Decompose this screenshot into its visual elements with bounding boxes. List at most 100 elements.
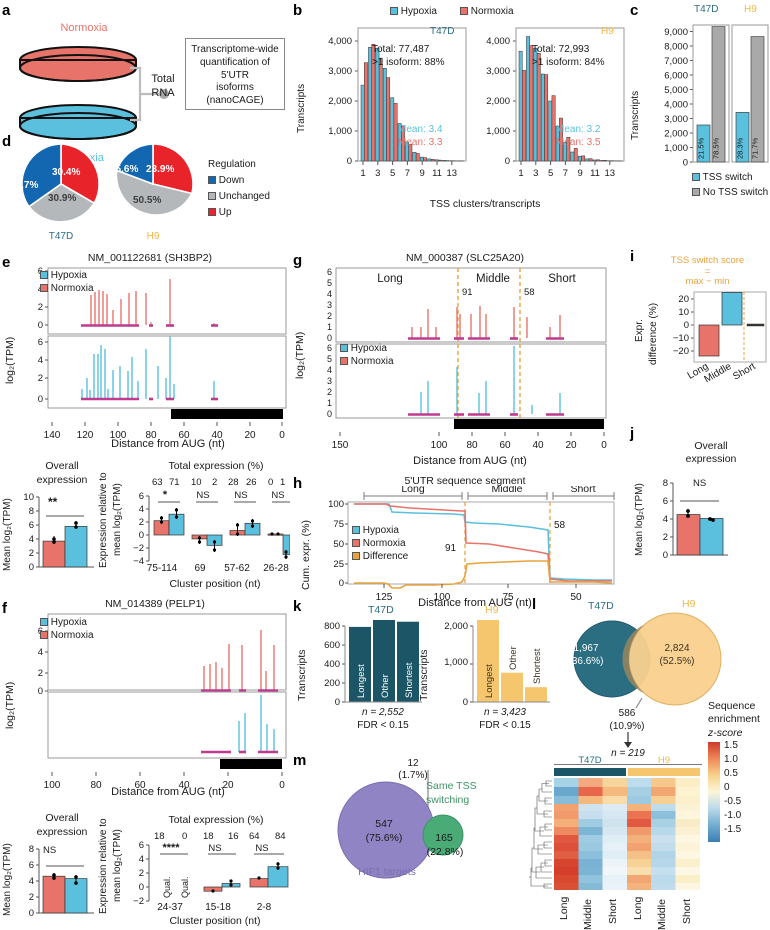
svg-text:−2: −2 <box>133 896 144 907</box>
svg-text:25: 25 <box>333 559 344 570</box>
panel-e-ylabel: log₂(TPM) <box>4 300 16 420</box>
svg-text:7,000: 7,000 <box>664 56 688 67</box>
down-swatch-icon <box>208 176 216 184</box>
svg-text:3: 3 <box>327 300 332 310</box>
svg-text:Longest: Longest <box>484 664 495 698</box>
panel-f-overall-sig: NS <box>43 845 56 856</box>
svg-text:4: 4 <box>663 514 668 525</box>
panel-b-left-isoform: >1 isoform: 88% <box>372 57 445 68</box>
unchanged-swatch-icon <box>208 192 216 200</box>
svg-text:4,000: 4,000 <box>664 100 688 111</box>
svg-text:2: 2 <box>327 311 332 321</box>
panel-c-legend-noswitch-label: No TSS switch <box>703 187 768 198</box>
panel-f-pct-n-2: 64 <box>249 831 260 842</box>
svg-text:1: 1 <box>327 322 332 332</box>
panel-i-title-1: TSS switch score <box>645 255 770 266</box>
panel-f-pct-n-1: 18 <box>203 831 214 842</box>
panel-f-sig-0: **** <box>158 842 184 854</box>
svg-text:2: 2 <box>139 868 144 879</box>
panel-b-left-cellline: T47D <box>430 26 454 37</box>
panel-a-normoxia-label: Normoxia <box>24 22 144 34</box>
panel-b-left-total: Total: 77,487 <box>372 44 429 55</box>
panel-g-legend-hypoxia-label: Hypoxia <box>351 343 387 354</box>
panel-k-label: k <box>293 598 301 615</box>
svg-text:7: 7 <box>563 168 568 179</box>
svg-text:71.7%: 71.7% <box>751 137 760 159</box>
svg-text:0: 0 <box>339 578 344 589</box>
svg-text:1,000: 1,000 <box>328 126 352 137</box>
svg-text:2,000: 2,000 <box>664 129 688 140</box>
panel-f-rel-ylabel-1: Expression relative to <box>98 812 109 920</box>
panel-l-venn-t47d-title: T47D <box>588 600 614 612</box>
panel-f-ylabel: log₂(TPM) <box>4 645 16 765</box>
pie-t47d-title: T47D <box>18 231 104 242</box>
panel-f-pos-0: 24-37 <box>148 902 192 913</box>
panel-j-title-1: Overall <box>666 440 756 452</box>
panel-l-col-5: Short <box>681 899 693 924</box>
panel-h-marker-58: 58 <box>554 520 566 531</box>
panel-l-colorbar <box>708 742 722 842</box>
panel-l-heat-t47d-label: T47D <box>554 755 626 766</box>
svg-text:0: 0 <box>29 908 34 919</box>
panel-f-overall-title-2: expression <box>12 826 112 838</box>
panel-k-left-fdr: FDR < 0.15 <box>340 720 426 731</box>
pie-h9-title: H9 <box>110 231 196 242</box>
panel-j-sig: NS <box>693 478 706 489</box>
svg-text:4,000: 4,000 <box>486 36 510 47</box>
panel-b-right-mean-hypoxia: Mean: 3.2 <box>556 124 600 135</box>
panel-e-legend-normoxia-label: Normoxia <box>51 283 94 294</box>
panel-b-right-cellline: H9 <box>601 26 614 37</box>
svg-text:2: 2 <box>327 387 332 397</box>
svg-text:2: 2 <box>139 517 144 528</box>
svg-text:Long: Long <box>377 273 403 285</box>
svg-text:6: 6 <box>327 343 332 353</box>
svg-text:0: 0 <box>601 440 607 451</box>
panel-e-legend-hypoxia: Hypoxia <box>40 270 87 281</box>
panel-k-t47d-title: T47D <box>368 604 394 616</box>
svg-text:0: 0 <box>38 686 43 697</box>
panel-j-title-2: expression <box>656 453 766 465</box>
total-rna-label-line1: Total <box>141 73 185 85</box>
svg-text:400: 400 <box>324 659 340 670</box>
svg-text:3: 3 <box>375 168 380 179</box>
panel-h-legend-hypoxia: Hypoxia <box>352 525 399 536</box>
panel-h-ylabel: Cum. expr. (%) <box>300 505 312 605</box>
panel-m-big-pct: (75.6%) <box>356 832 412 844</box>
svg-text:10: 10 <box>23 492 34 503</box>
panel-l-col-2: Short <box>607 899 619 924</box>
panel-d-legend-up: Up <box>208 207 232 218</box>
panel-e-pct-n-3: 0 <box>268 477 273 488</box>
panel-m-label: m <box>293 752 306 769</box>
svg-text:0: 0 <box>38 320 43 331</box>
svg-text:21.5%: 21.5% <box>697 137 706 159</box>
svg-text:3: 3 <box>327 376 332 386</box>
svg-text:2,000: 2,000 <box>486 96 510 107</box>
svg-text:−20: −20 <box>673 346 689 357</box>
svg-text:Short: Short <box>548 273 576 285</box>
svg-text:1,000: 1,000 <box>486 126 510 137</box>
panel-d-legend-down-label: Down <box>219 175 245 186</box>
panel-f-legend-normoxia: Normoxia <box>40 630 94 641</box>
panel-l-col-0: Long <box>558 897 570 920</box>
svg-text:0: 0 <box>38 394 43 405</box>
no-tss-switch-swatch-icon <box>692 188 700 196</box>
svg-text:0: 0 <box>139 882 144 893</box>
panel-b-right-isoform: >1 isoform: 84% <box>532 57 605 68</box>
panel-e-sig-0: * <box>157 489 173 501</box>
method-line-3: isoforms <box>189 82 281 95</box>
svg-text:10: 10 <box>678 307 689 318</box>
svg-text:100: 100 <box>328 499 344 510</box>
hypoxia-swatch-icon <box>390 7 398 15</box>
panel-g-xlabel: Distance from AUG (nt) <box>350 455 590 467</box>
panel-l-scale-title-1: Sequence <box>708 700 755 712</box>
pie-t47d-down-value: 38.7% <box>10 180 38 191</box>
svg-text:0: 0 <box>327 333 332 343</box>
svg-text:Middle: Middle <box>702 361 733 385</box>
panel-d-legend-down: Down <box>208 175 244 186</box>
method-line-2: quantification of 5'UTR <box>189 57 281 83</box>
panel-g-ylabel: log₂(TPM) <box>294 300 306 410</box>
panel-b-xlabel: TSS clusters/transcripts <box>380 198 590 210</box>
svg-text:6: 6 <box>139 840 144 851</box>
